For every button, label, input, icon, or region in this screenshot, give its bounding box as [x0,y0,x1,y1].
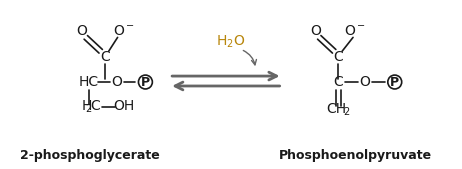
Text: C: C [90,99,100,113]
Text: HC: HC [79,75,99,89]
Text: O: O [111,75,122,89]
Text: O$^-$: O$^-$ [344,25,366,38]
Text: 2-phosphoglycerate: 2-phosphoglycerate [20,149,160,162]
Text: O: O [359,75,371,89]
Text: C: C [333,50,343,64]
Text: 2: 2 [343,107,349,117]
Text: C: C [333,75,343,89]
Text: C: C [100,50,109,64]
Text: O: O [310,25,321,38]
Text: H$_2$O: H$_2$O [216,33,245,50]
Text: Phosphoenolpyruvate: Phosphoenolpyruvate [279,149,432,162]
Text: OH: OH [113,99,134,113]
Text: O: O [76,25,87,38]
Text: P: P [141,76,150,89]
Text: O$^-$: O$^-$ [113,25,134,38]
Text: CH: CH [326,102,346,116]
Text: H: H [82,99,92,113]
Text: P: P [390,76,399,89]
Text: 2: 2 [85,104,92,114]
